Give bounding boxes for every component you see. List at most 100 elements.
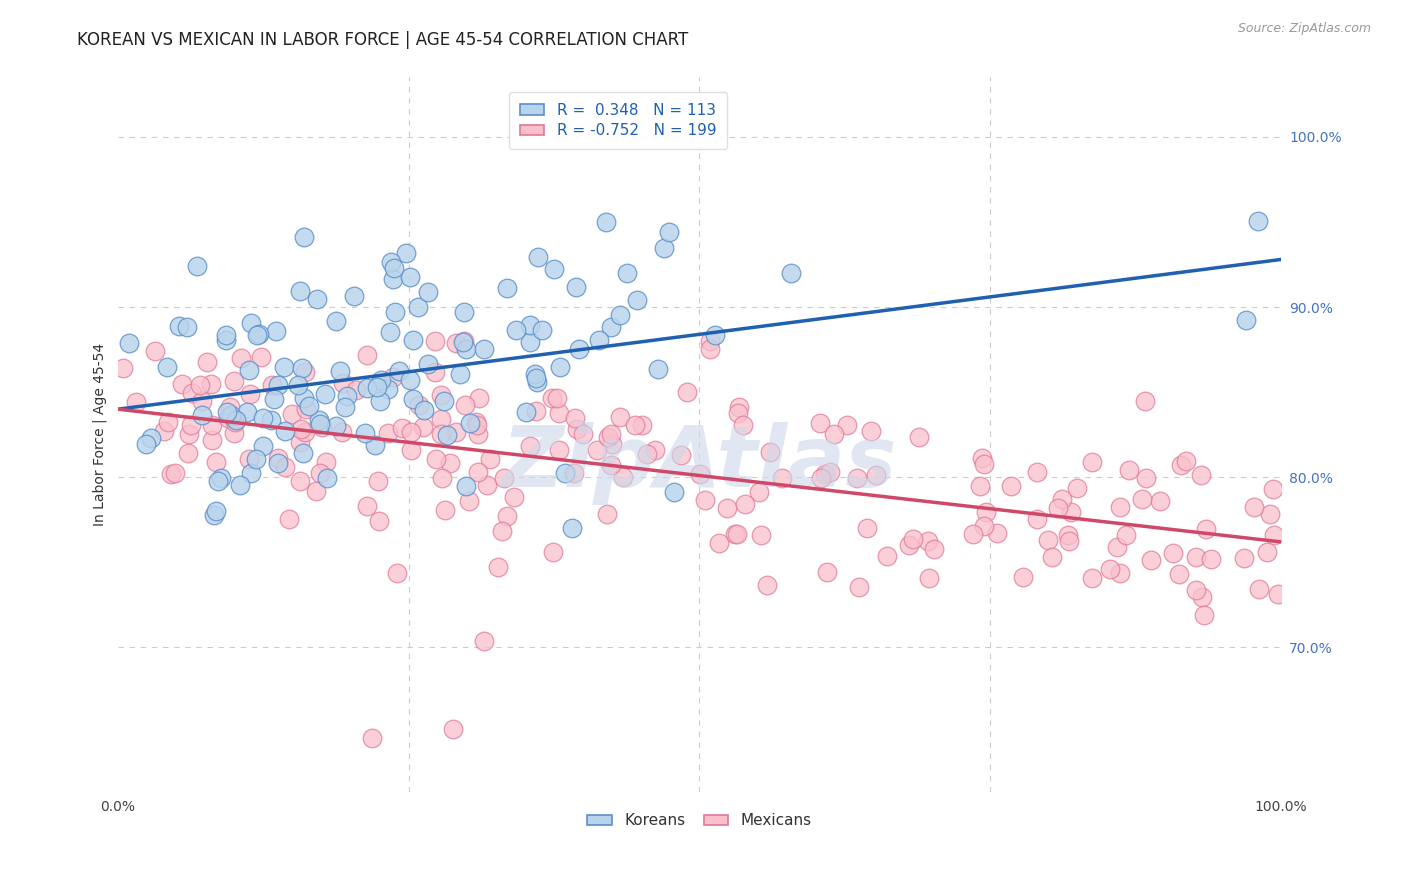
Point: [755, 578, 778, 592]
Point: [177, 446, 200, 460]
Point: [486, 560, 509, 574]
Point: [876, 549, 898, 563]
Point: [156, 415, 179, 429]
Point: [205, 455, 228, 469]
Point: [332, 376, 354, 391]
Point: [922, 541, 945, 556]
Point: [704, 328, 727, 343]
Point: [547, 442, 569, 457]
Point: [292, 446, 315, 460]
Point: [406, 300, 429, 314]
Point: [401, 425, 423, 439]
Point: [596, 507, 619, 521]
Point: [273, 424, 295, 438]
Point: [554, 466, 576, 480]
Point: [200, 376, 222, 391]
Point: [647, 362, 669, 376]
Point: [294, 365, 316, 379]
Point: [224, 374, 246, 388]
Point: [1038, 533, 1060, 547]
Point: [561, 521, 583, 535]
Point: [599, 427, 621, 442]
Point: [1133, 393, 1156, 408]
Point: [586, 443, 609, 458]
Point: [290, 284, 312, 298]
Point: [1109, 500, 1132, 515]
Point: [311, 419, 333, 434]
Point: [156, 359, 179, 374]
Point: [354, 425, 377, 440]
Point: [860, 424, 883, 438]
Point: [425, 365, 447, 379]
Point: [204, 504, 226, 518]
Point: [167, 318, 190, 333]
Point: [530, 323, 553, 337]
Point: [125, 394, 148, 409]
Point: [398, 270, 420, 285]
Point: [215, 333, 238, 347]
Point: [898, 538, 921, 552]
Point: [378, 325, 401, 339]
Point: [1184, 549, 1206, 564]
Point: [336, 389, 359, 403]
Point: [526, 370, 548, 384]
Point: [219, 408, 242, 422]
Point: [749, 528, 772, 542]
Point: [238, 451, 260, 466]
Point: [263, 392, 285, 407]
Point: [662, 485, 685, 500]
Point: [430, 388, 453, 402]
Point: [401, 443, 423, 458]
Point: [190, 377, 212, 392]
Point: [837, 417, 859, 432]
Point: [917, 534, 939, 549]
Point: [1247, 582, 1270, 596]
Point: [308, 417, 330, 432]
Point: [524, 404, 547, 418]
Point: [425, 451, 447, 466]
Point: [305, 292, 328, 306]
Point: [458, 494, 481, 508]
Point: [245, 452, 267, 467]
Point: [810, 470, 832, 484]
Point: [731, 417, 754, 432]
Point: [1046, 501, 1069, 516]
Point: [135, 436, 157, 450]
Point: [274, 459, 297, 474]
Point: [636, 447, 658, 461]
Point: [707, 536, 730, 550]
Point: [467, 465, 489, 479]
Point: [384, 304, 406, 318]
Point: [758, 445, 780, 459]
Point: [433, 503, 456, 517]
Point: [267, 450, 290, 465]
Point: [444, 425, 467, 440]
Point: [391, 421, 413, 435]
Point: [1012, 570, 1035, 584]
Point: [413, 402, 436, 417]
Point: [1168, 567, 1191, 582]
Point: [734, 497, 756, 511]
Point: [425, 334, 447, 348]
Point: [186, 260, 208, 274]
Point: [848, 580, 870, 594]
Point: [780, 266, 803, 280]
Point: [1108, 566, 1130, 581]
Point: [526, 376, 548, 390]
Point: [468, 391, 491, 405]
Point: [246, 328, 269, 343]
Point: [388, 363, 411, 377]
Point: [1170, 458, 1192, 472]
Point: [176, 319, 198, 334]
Point: [380, 254, 402, 268]
Point: [1025, 512, 1047, 526]
Point: [202, 508, 225, 523]
Point: [671, 448, 693, 462]
Point: [865, 467, 887, 482]
Point: [600, 320, 623, 334]
Point: [433, 393, 456, 408]
Point: [449, 368, 471, 382]
Point: [346, 383, 368, 397]
Point: [1261, 483, 1284, 497]
Point: [217, 411, 239, 425]
